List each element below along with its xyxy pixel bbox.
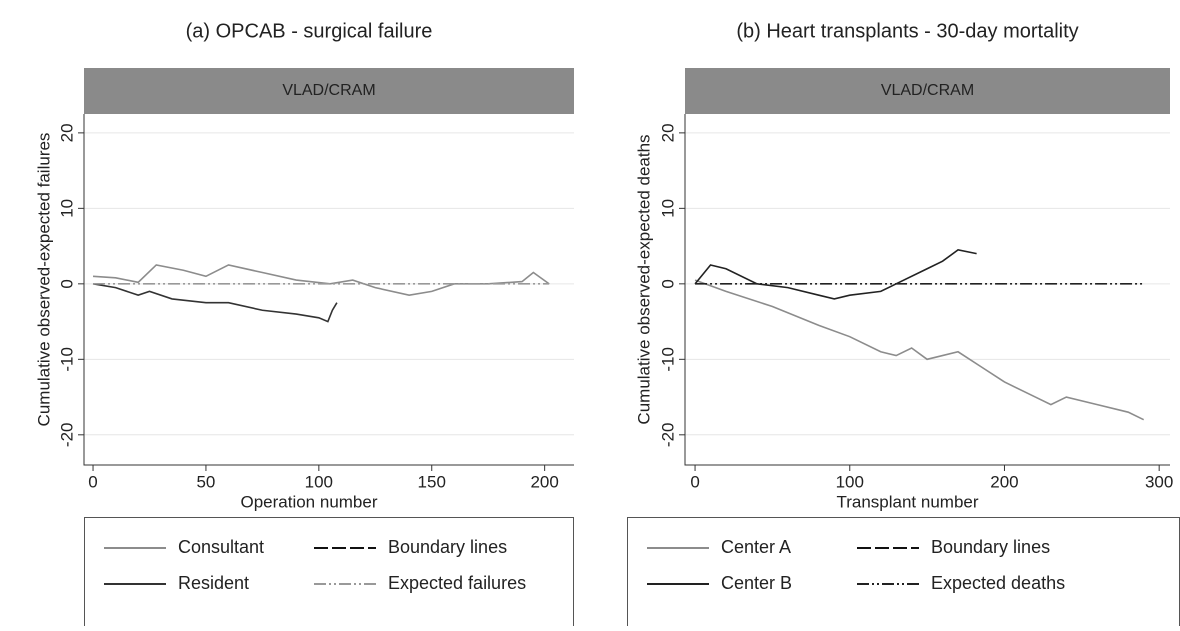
strip-label: VLAD/CRAM: [282, 82, 375, 99]
legend-label: Center A: [721, 537, 791, 557]
x-tick-label: 100: [305, 472, 333, 491]
legend-box: [84, 517, 574, 631]
strip: [685, 68, 1170, 114]
legend-label: Expected deaths: [931, 573, 1065, 593]
axes: [83, 114, 574, 466]
y-tick-label: 20: [57, 123, 76, 142]
axes: [684, 114, 1170, 466]
y-tick-label: -20: [57, 423, 76, 448]
series-line: [92, 283, 338, 323]
y-tick-label: -10: [57, 347, 76, 372]
y-tick-label: 20: [658, 123, 677, 142]
x-tick-label: 50: [196, 472, 215, 491]
chart-title: (a) OPCAB - surgical failure: [186, 20, 433, 42]
y-axis-label: Cumulative observed-expected failures: [34, 133, 53, 427]
legend-label: Boundary lines: [931, 537, 1050, 557]
y-tick-label: 10: [57, 199, 76, 218]
y-tick-label: -10: [658, 347, 677, 372]
x-tick-label: 200: [990, 472, 1018, 491]
chart-title: (b) Heart transplants - 30-day mortality: [736, 20, 1078, 42]
strip-label: VLAD/CRAM: [881, 82, 974, 99]
y-tick-label: 0: [658, 279, 677, 288]
y-tick-label: 0: [57, 279, 76, 288]
series-line: [694, 249, 977, 300]
x-tick-label: 150: [418, 472, 446, 491]
x-tick-label: 300: [1145, 472, 1173, 491]
x-tick-label: 100: [836, 472, 864, 491]
legend-label: Expected failures: [388, 573, 526, 593]
x-tick-label: 200: [530, 472, 558, 491]
series-line: [92, 264, 550, 296]
legend-label: Consultant: [178, 537, 264, 557]
x-tick-label: 0: [690, 472, 699, 491]
legend-label: Resident: [178, 573, 249, 593]
legend-label: Boundary lines: [388, 537, 507, 557]
strip: [84, 68, 574, 114]
x-axis-label: Operation number: [240, 492, 377, 511]
y-tick-label: -20: [658, 423, 677, 448]
x-tick-label: 0: [88, 472, 97, 491]
x-axis-label: Transplant number: [836, 492, 978, 511]
y-tick-label: 10: [658, 199, 677, 218]
legend-box: [627, 517, 1180, 631]
legend-label: Center B: [721, 573, 792, 593]
y-axis-label: Cumulative observed-expected deaths: [634, 134, 653, 424]
series-line: [694, 279, 1145, 421]
